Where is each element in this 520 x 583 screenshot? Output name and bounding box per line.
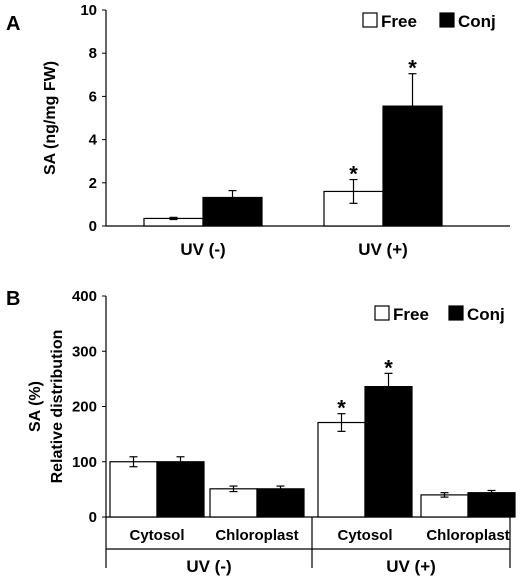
- y-tick-label: 0: [89, 509, 97, 526]
- legend-label-free: Free: [393, 305, 429, 324]
- y-axis-label-line-1: SA (%): [27, 381, 44, 432]
- legend-swatch-free: [362, 12, 378, 28]
- y-tick-label: 200: [72, 399, 97, 416]
- legend-label-free: Free: [381, 12, 417, 31]
- y-tick-label: 400: [72, 288, 97, 305]
- y-tick-label: 4: [89, 132, 98, 149]
- x-category-label-chloroplast: Chloroplast: [215, 527, 298, 544]
- chart-panel-b: B 0 100 200 300 400 SA (%) Relative distributio…: [6, 288, 516, 576]
- bar-free-chloroplast-uv: [420, 494, 469, 518]
- y-axis-label-line-2: Relative distribution: [49, 330, 66, 484]
- x-category-label-chloroplast: Chloroplast: [426, 527, 509, 544]
- y-tick-label: 100: [72, 454, 97, 471]
- bar-conj-cytosol-uv: [364, 386, 413, 518]
- bar-conj-chloroplast-uv: [467, 492, 516, 518]
- y-tick-label: 10: [80, 2, 97, 19]
- y-axis-label: SA (ng/mg FW): [42, 61, 59, 175]
- y-tick-label: 0: [89, 218, 97, 235]
- bar-free-cytosol-uv: [317, 421, 366, 518]
- significance-marker: *: [337, 396, 346, 421]
- y-tick-label: 2: [89, 175, 97, 192]
- x-category-label-cytosol: Cytosol: [129, 527, 184, 544]
- group-label-uv: UV (+): [386, 557, 436, 576]
- significance-marker: *: [408, 56, 417, 81]
- group-label-uv: UV (-): [186, 557, 231, 576]
- y-tick-label: 6: [89, 88, 97, 105]
- bar-free-chloroplast-uv: [209, 488, 258, 518]
- legend-swatch-conj: [448, 305, 464, 321]
- panel-label: A: [6, 13, 20, 35]
- significance-marker: *: [384, 355, 393, 380]
- legend-label-conj: Conj: [458, 12, 496, 31]
- y-tick-label: 8: [89, 45, 97, 62]
- legend-swatch-conj: [439, 12, 455, 28]
- bar-conj-chloroplast-uv: [256, 488, 305, 518]
- chart-panel-a: A 0 2 4 6 8 10 SA (ng/mg FW) UV (-) UV (+) * * Free C…: [6, 2, 510, 259]
- legend-label-conj: Conj: [467, 305, 505, 324]
- x-category-label-cytosol: Cytosol: [337, 527, 392, 544]
- x-category-label-uv: UV (-): [180, 240, 225, 259]
- x-category-label-uv: UV (+): [358, 240, 408, 259]
- panel-label: B: [6, 288, 20, 310]
- legend-swatch-free: [374, 305, 390, 321]
- bar-conj-cytosol-uv: [156, 461, 205, 518]
- y-tick-label: 300: [72, 343, 97, 360]
- bar-free-cytosol-uv: [109, 461, 158, 518]
- significance-marker: *: [349, 162, 358, 187]
